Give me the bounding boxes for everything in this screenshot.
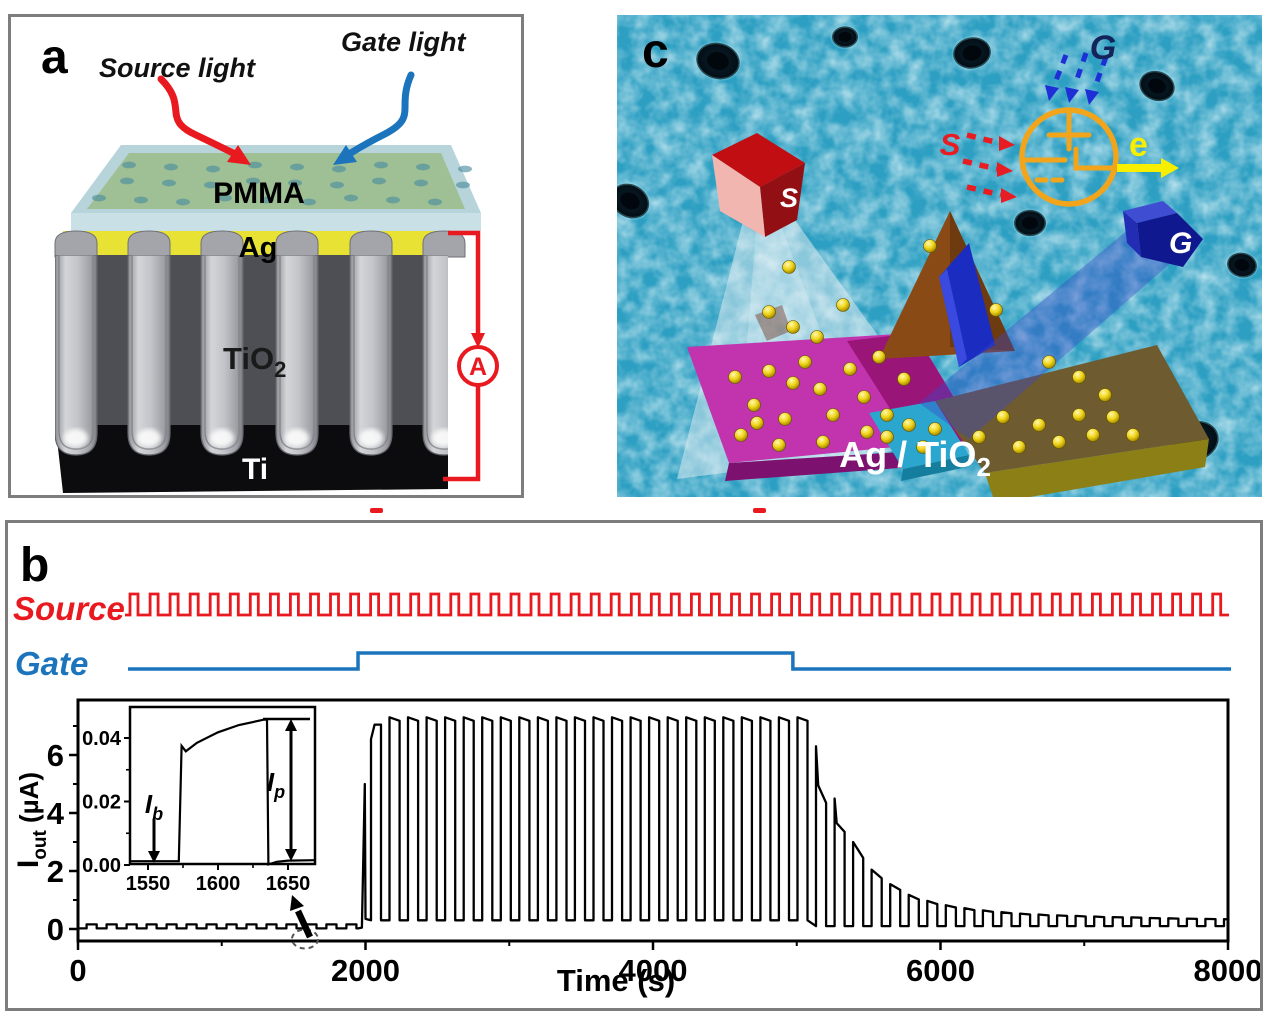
panel-a-label: a <box>41 31 68 84</box>
ag-layer <box>54 230 466 258</box>
phototransistor-symbol-icon <box>1019 107 1119 207</box>
gate-light-arrow-icon <box>333 71 415 165</box>
pmma-dimples <box>92 161 472 206</box>
surface-label: Ag / TiO2 <box>839 434 991 482</box>
x-tick-label: 6000 <box>906 953 975 988</box>
gate-light-label: Gate light <box>341 27 467 57</box>
x-axis-label: Time (s) <box>557 963 675 998</box>
pmma-label: PMMA <box>213 177 305 210</box>
gate-signal-label: Gate <box>15 645 88 682</box>
x-tick-label: 2000 <box>331 953 400 988</box>
inset-y-tick-label: 0.02 <box>82 792 121 814</box>
panel-c-label: c <box>642 25 669 78</box>
chart-dynamic-content: 0 2000 4000 6000 8000 0 2 4 6 1550 1600 1650 0.00 0.0… <box>47 592 1260 988</box>
electron-arrow-icon <box>1117 158 1179 178</box>
source-light-label: Source light <box>99 53 256 83</box>
source-rays-icon <box>962 132 1002 198</box>
source-ray-arrowheads-icon <box>997 136 1017 203</box>
inset-frame <box>128 705 317 866</box>
gate-prism-label: G <box>1169 227 1192 260</box>
gate-ray-arrowheads-icon <box>1045 85 1099 105</box>
source-waveform <box>125 592 1229 617</box>
tio2-nanotubes <box>55 255 448 456</box>
gate-waveform <box>128 651 1231 671</box>
y-tick-label: 4 <box>47 796 65 831</box>
gate-rays-icon <box>1052 52 1109 88</box>
panel-b: b Source Gate 0 2000 4000 6000 8000 0 2 4 6 1550 1… <box>5 520 1263 1011</box>
inset-x-tick-label: 1650 <box>266 873 311 895</box>
x-tick-label: 0 <box>69 953 86 988</box>
inset-curve <box>129 718 315 866</box>
zoom-callout-arrowhead-icon <box>290 895 304 911</box>
panel-b-chart: b Source Gate 0 2000 4000 6000 8000 0 2 4 6 1550 1… <box>12 539 1260 998</box>
inset-y-tick-label: 0.00 <box>82 855 121 877</box>
panel-a: A a Source light Gate light PMMA Ag TiO2… <box>8 14 524 498</box>
source-signal-label: Source <box>13 590 125 627</box>
crop-mark <box>370 508 383 513</box>
source-prism-label: S <box>780 183 798 213</box>
source-prism <box>712 133 805 237</box>
x-tick-label: 4000 <box>619 953 688 988</box>
inset-baseline-label: Ib <box>145 789 163 824</box>
wire-arrowhead-icon <box>471 333 485 348</box>
zoom-callout-arrow <box>295 909 313 939</box>
pmma-layer <box>71 145 481 231</box>
inset-x-tick-label: 1600 <box>196 873 241 895</box>
iout-curve <box>78 716 1230 930</box>
inset-y-tick-label: 0.04 <box>82 728 122 750</box>
panel-c: S G <box>617 15 1262 497</box>
ammeter-label: A <box>469 353 487 381</box>
gate-rays-label: G <box>1090 29 1116 67</box>
ti-label: Ti <box>242 453 268 486</box>
ag-nanoparticles <box>728 239 1140 454</box>
ib-arrowhead-icon <box>148 851 160 863</box>
zoom-region-marker <box>291 928 319 950</box>
source-rays-label: S <box>940 127 961 162</box>
panel-c-illustration: S G <box>617 15 1262 497</box>
electron-label: e <box>1129 126 1148 164</box>
y-tick-label: 2 <box>47 854 64 889</box>
y-axis-label: Iout (µA) <box>12 772 51 868</box>
panel-b-label: b <box>20 539 49 592</box>
tio2-label: TiO2 <box>223 341 286 382</box>
gate-beam <box>919 229 1173 439</box>
inset-peak-label: Ip <box>267 767 285 802</box>
crop-mark <box>753 508 766 513</box>
source-light-arrow-icon <box>157 75 251 165</box>
ammeter-circuit <box>443 230 499 482</box>
y-tick-label: 6 <box>47 738 64 773</box>
x-tick-label: 8000 <box>1194 953 1260 988</box>
panel-a-drawing: A a Source light Gate light PMMA Ag TiO2… <box>41 27 499 493</box>
tube-tops <box>54 230 466 258</box>
gate-prism <box>1123 201 1203 267</box>
inset-x-tick-label: 1550 <box>126 873 171 895</box>
ag-label: Ag <box>239 232 278 264</box>
y-tick-label: 0 <box>47 912 64 947</box>
